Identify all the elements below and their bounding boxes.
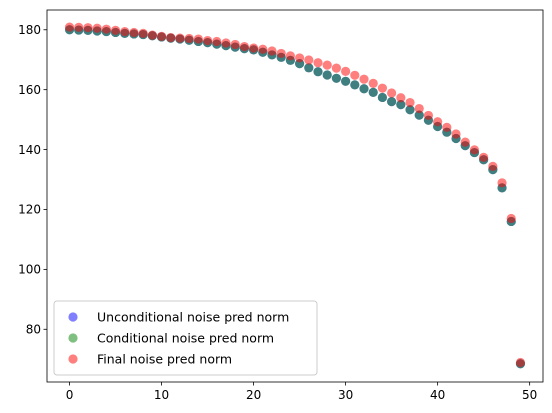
data-points-layer [64, 22, 526, 369]
data-point [184, 33, 194, 44]
x-tick-label: 10 [154, 388, 169, 402]
data-point [267, 46, 277, 56]
x-tick-label: 0 [66, 388, 74, 402]
data-point [506, 213, 516, 224]
legend-box [53, 300, 318, 376]
data-point [313, 67, 323, 77]
data-point [350, 80, 360, 90]
y-tick-label: 140 [18, 143, 41, 157]
data-point [120, 26, 130, 37]
data-point [138, 28, 148, 38]
data-point [304, 63, 314, 73]
axes-layer: 0 10 20 30 40 50 80 100 120 140 160 180 [18, 9, 544, 402]
data-point [313, 58, 323, 68]
data-point [479, 152, 489, 162]
y-tick-label: 120 [18, 203, 41, 217]
legend-marker [68, 354, 78, 364]
data-point [451, 129, 461, 139]
data-point [488, 161, 498, 171]
data-point [202, 35, 213, 46]
data-point [193, 34, 203, 44]
data-point [341, 66, 351, 76]
data-point [387, 88, 397, 98]
legend-label: Conditional noise pred norm [97, 331, 274, 346]
data-point [101, 24, 111, 34]
legend-marker [68, 312, 78, 322]
data-point [212, 36, 222, 47]
data-point [396, 93, 406, 103]
data-point [156, 31, 167, 41]
data-point [515, 357, 526, 368]
data-point [239, 41, 249, 52]
y-tick-label: 160 [18, 83, 41, 97]
data-point [92, 23, 102, 33]
y-tick-label: 100 [18, 263, 41, 277]
data-point [248, 43, 259, 53]
data-point [221, 38, 231, 48]
data-point [64, 22, 75, 32]
x-tick-label: 50 [522, 388, 537, 402]
data-point [175, 33, 185, 43]
data-point [331, 73, 342, 83]
x-tick-label: 20 [246, 388, 261, 402]
data-point [442, 122, 452, 133]
data-point [414, 110, 424, 120]
data-point [368, 78, 378, 88]
data-point [497, 178, 507, 188]
data-point [433, 117, 443, 127]
data-point [230, 39, 240, 50]
x-tick-label: 40 [430, 388, 445, 402]
data-point [405, 105, 415, 115]
data-point [423, 110, 434, 121]
data-point [377, 83, 388, 93]
legend: Unconditional noise pred norm Conditional… [53, 300, 318, 376]
data-point [276, 48, 286, 59]
data-point [304, 55, 314, 65]
legend-label: Unconditional noise pred norm [97, 310, 289, 325]
series-3 [64, 22, 526, 368]
y-tick-label: 80 [26, 322, 41, 336]
data-point [285, 51, 295, 61]
x-tick-label: 30 [338, 388, 353, 402]
data-point [460, 137, 470, 147]
data-point [322, 70, 332, 80]
data-point [350, 70, 360, 80]
data-point [368, 87, 378, 97]
data-point [166, 32, 176, 43]
y-tick-label: 180 [18, 23, 41, 37]
legend-marker [68, 333, 78, 343]
data-point [414, 103, 424, 114]
data-point [405, 97, 415, 108]
data-point [396, 100, 406, 110]
data-point [387, 97, 397, 107]
data-point [377, 92, 388, 103]
data-point [129, 27, 139, 38]
data-point [258, 44, 268, 54]
data-point [322, 60, 332, 70]
data-point [359, 74, 369, 84]
plot-frame [46, 9, 544, 383]
data-point [341, 76, 351, 86]
data-point [110, 25, 121, 35]
data-point [74, 22, 84, 32]
legend-label: Final noise pred norm [97, 352, 232, 367]
data-point [469, 145, 480, 155]
data-point [331, 63, 342, 73]
data-point [147, 30, 157, 40]
data-point [295, 53, 305, 63]
data-point [83, 23, 93, 33]
data-point [359, 84, 369, 94]
